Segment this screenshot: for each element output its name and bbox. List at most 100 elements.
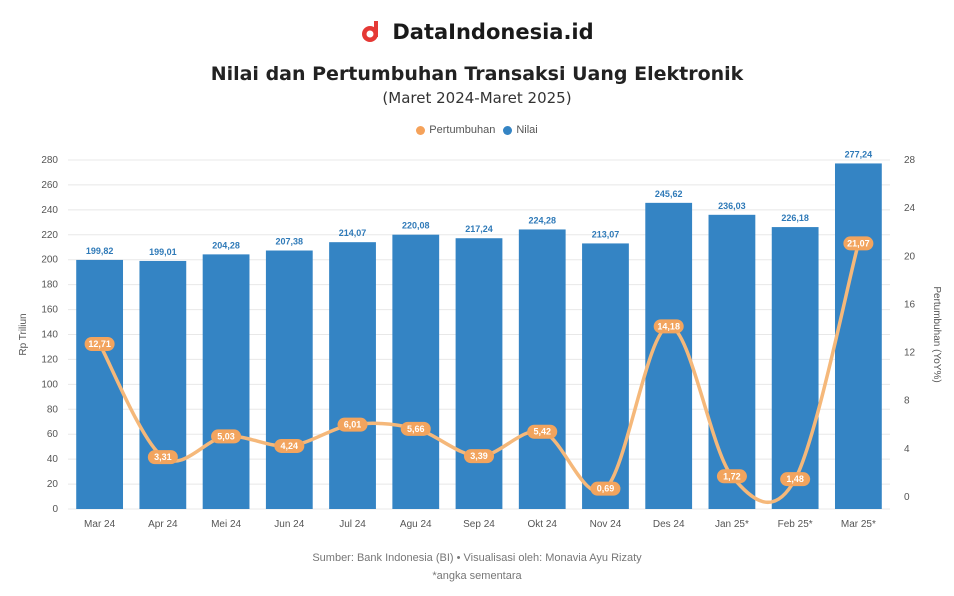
bar <box>76 259 124 509</box>
y-tick-label: 40 <box>47 454 59 465</box>
y-tick-label: 60 <box>47 429 59 440</box>
bar <box>202 254 250 509</box>
bar <box>455 238 503 509</box>
y2-tick-label: 24 <box>904 203 916 214</box>
line-data-label: 3,39 <box>470 451 488 461</box>
y2-tick-label: 12 <box>904 348 916 359</box>
line-data-label: 21,07 <box>847 238 870 248</box>
legend-label-pertumbuhan: Pertumbuhan <box>429 124 496 136</box>
y-tick-label: 200 <box>41 255 58 266</box>
legend-dot-icon <box>503 125 513 135</box>
line-data-point <box>843 236 874 251</box>
bar <box>329 242 376 509</box>
dataindonesia-logo-icon <box>362 21 379 42</box>
line-data-point <box>84 337 115 352</box>
line-data-label: 3,31 <box>154 452 172 462</box>
y-tick-label: 240 <box>41 205 58 216</box>
legend-item-nilai[interactable]: Nilai <box>503 124 538 136</box>
x-tick-label: Mar 24 <box>84 519 116 530</box>
bar <box>582 243 629 509</box>
y-tick-label: 280 <box>41 155 58 166</box>
chart-subtitle: (Maret 2024-Maret 2025) <box>382 89 572 107</box>
chart-title: Nilai dan Pertumbuhan Transaksi Uang Ele… <box>210 63 744 85</box>
brand-header: DataIndonesia.id <box>0 20 954 44</box>
line-data-point <box>211 429 242 444</box>
line-data-point <box>780 472 811 487</box>
x-tick-label: Jun 24 <box>274 519 304 530</box>
chart-legend: Pertumbuhan Nilai <box>0 124 954 136</box>
source-note: Sumber: Bank Indonesia (BI) • Visualisas… <box>312 552 642 564</box>
legend-label-nilai: Nilai <box>516 124 538 136</box>
x-tick-label: Nov 24 <box>590 519 622 530</box>
x-tick-label: Sep 24 <box>463 519 495 530</box>
y-tick-label: 160 <box>41 305 58 316</box>
line-data-label: 1,72 <box>723 471 741 481</box>
legend-dot-icon <box>416 125 426 135</box>
bar-data-label: 199,82 <box>86 246 114 256</box>
x-tick-label: Jul 24 <box>339 519 366 530</box>
bar-data-label: 220,08 <box>402 221 430 231</box>
y-tick-label: 20 <box>47 479 59 490</box>
chart-area: 0204060801001201401601802002202402602800… <box>18 149 942 530</box>
bar-data-label: 224,28 <box>528 215 556 225</box>
bar-data-label: 199,01 <box>149 247 177 257</box>
y-axis-title: Rp Triliun <box>18 313 29 355</box>
y2-axis-title: Pertumbuhan (YoY%) <box>931 286 942 382</box>
x-tick-label: Apr 24 <box>148 519 178 530</box>
bar <box>139 260 187 509</box>
bar <box>518 229 566 510</box>
bar-data-label: 214,07 <box>339 228 367 238</box>
brand-name: DataIndonesia.id <box>392 20 594 44</box>
x-tick-label: Feb 25* <box>778 519 813 530</box>
line-data-point <box>464 449 494 464</box>
line-data-label: 0,69 <box>597 484 615 494</box>
bar <box>771 227 819 510</box>
bar <box>645 202 693 509</box>
x-tick-label: Agu 24 <box>400 519 432 530</box>
y-tick-label: 100 <box>41 379 58 390</box>
line-data-label: 4,24 <box>281 441 299 451</box>
x-tick-label: Mar 25* <box>841 519 876 530</box>
line-data-label: 1,48 <box>786 474 804 484</box>
y2-tick-label: 20 <box>904 251 916 262</box>
y2-tick-label: 0 <box>904 492 910 503</box>
bar-data-label: 204,28 <box>212 240 240 250</box>
line-data-label: 5,42 <box>533 427 551 437</box>
y2-tick-label: 8 <box>904 396 910 407</box>
y-tick-label: 180 <box>41 280 58 291</box>
line-data-label: 14,18 <box>657 321 680 331</box>
line-data-label: 6,01 <box>344 420 362 430</box>
y-tick-label: 80 <box>47 404 59 415</box>
y-tick-label: 0 <box>52 504 58 515</box>
x-tick-label: Jan 25* <box>715 519 749 530</box>
y-tick-label: 140 <box>41 330 58 341</box>
line-data-label: 5,03 <box>217 431 235 441</box>
bar <box>834 163 882 510</box>
x-tick-label: Mei 24 <box>211 519 241 530</box>
bar-data-label: 207,38 <box>276 237 304 247</box>
line-data-point <box>653 319 684 334</box>
bar-data-label: 236,03 <box>718 201 746 211</box>
bar-data-label: 213,07 <box>592 229 620 239</box>
bar <box>265 250 313 510</box>
line-data-point <box>147 450 178 465</box>
legend-item-pertumbuhan[interactable]: Pertumbuhan <box>416 124 495 136</box>
bar-data-label: 277,24 <box>845 149 873 159</box>
y2-tick-label: 16 <box>904 299 916 310</box>
bar <box>392 234 440 509</box>
bar-data-label: 245,62 <box>655 189 683 199</box>
line-data-label: 12,71 <box>88 339 111 349</box>
line-data-label: 5,66 <box>407 424 425 434</box>
line-data-point <box>590 481 621 496</box>
y2-tick-label: 4 <box>904 444 910 455</box>
line-data-point <box>337 417 368 432</box>
bar <box>708 214 756 509</box>
y-tick-label: 120 <box>41 354 58 365</box>
x-tick-label: Okt 24 <box>527 519 557 530</box>
line-data-point <box>274 438 305 453</box>
y-tick-label: 220 <box>41 230 58 241</box>
line-data-point <box>400 421 431 436</box>
y-tick-label: 260 <box>41 180 58 191</box>
line-data-point <box>716 469 747 484</box>
bar-data-label: 226,18 <box>781 213 809 223</box>
